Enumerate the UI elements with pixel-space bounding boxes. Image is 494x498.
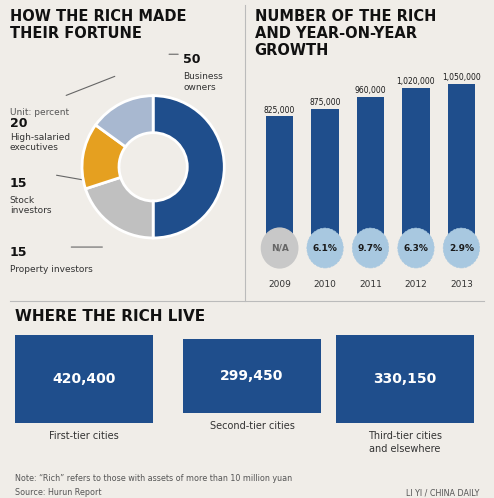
Bar: [311, 109, 339, 237]
Circle shape: [261, 228, 298, 268]
Text: 825,000: 825,000: [264, 106, 295, 115]
Text: 6.3%: 6.3%: [404, 244, 428, 252]
Text: 9.7%: 9.7%: [358, 244, 383, 252]
Text: 1,050,000: 1,050,000: [442, 73, 481, 82]
Text: 2013: 2013: [450, 279, 473, 289]
Text: 1,020,000: 1,020,000: [397, 77, 435, 86]
Text: 15: 15: [10, 246, 27, 259]
FancyBboxPatch shape: [15, 335, 153, 423]
Text: Source: Hurun Report: Source: Hurun Report: [15, 488, 101, 497]
Text: Property investors: Property investors: [10, 265, 92, 274]
Text: 2.9%: 2.9%: [449, 244, 474, 252]
Text: Note: “Rich” refers to those with assets of more than 10 million yuan: Note: “Rich” refers to those with assets…: [15, 475, 292, 484]
Bar: [448, 84, 475, 237]
Text: 15: 15: [10, 177, 27, 190]
Wedge shape: [85, 177, 153, 238]
Text: Business
owners: Business owners: [183, 72, 223, 92]
Wedge shape: [153, 96, 224, 238]
Text: LI YI / CHINA DAILY: LI YI / CHINA DAILY: [406, 488, 479, 497]
Text: 330,150: 330,150: [373, 372, 437, 386]
Text: Stock
investors: Stock investors: [10, 196, 51, 215]
Text: 2009: 2009: [268, 279, 291, 289]
Wedge shape: [82, 125, 125, 189]
Circle shape: [307, 228, 343, 268]
FancyBboxPatch shape: [336, 335, 474, 423]
Text: Third-tier cities
and elsewhere: Third-tier cities and elsewhere: [368, 431, 442, 454]
Circle shape: [443, 228, 480, 268]
Text: 2012: 2012: [405, 279, 427, 289]
FancyBboxPatch shape: [183, 339, 321, 413]
Text: N/A: N/A: [271, 244, 288, 252]
Wedge shape: [96, 96, 153, 147]
Text: Unit: percent: Unit: percent: [10, 109, 69, 118]
Text: 20: 20: [10, 117, 27, 129]
Text: 420,400: 420,400: [52, 372, 116, 386]
Text: First-tier cities: First-tier cities: [49, 431, 119, 441]
Text: 299,450: 299,450: [220, 369, 284, 383]
Text: 6.1%: 6.1%: [313, 244, 337, 252]
Bar: [266, 117, 293, 237]
Bar: [357, 97, 384, 237]
Text: 960,000: 960,000: [355, 86, 386, 95]
Text: High-salaried
executives: High-salaried executives: [10, 132, 70, 152]
Text: 2010: 2010: [314, 279, 336, 289]
Bar: [402, 88, 430, 237]
Text: WHERE THE RICH LIVE: WHERE THE RICH LIVE: [15, 309, 205, 324]
Text: 2011: 2011: [359, 279, 382, 289]
Circle shape: [398, 228, 434, 268]
Text: Second-tier cities: Second-tier cities: [209, 421, 294, 431]
Text: NUMBER OF THE RICH
AND YEAR-ON-YEAR
GROWTH: NUMBER OF THE RICH AND YEAR-ON-YEAR GROW…: [254, 9, 436, 58]
Circle shape: [352, 228, 389, 268]
Text: 50: 50: [183, 53, 201, 66]
Text: HOW THE RICH MADE
THEIR FORTUNE: HOW THE RICH MADE THEIR FORTUNE: [10, 9, 186, 41]
Text: 875,000: 875,000: [309, 99, 341, 108]
